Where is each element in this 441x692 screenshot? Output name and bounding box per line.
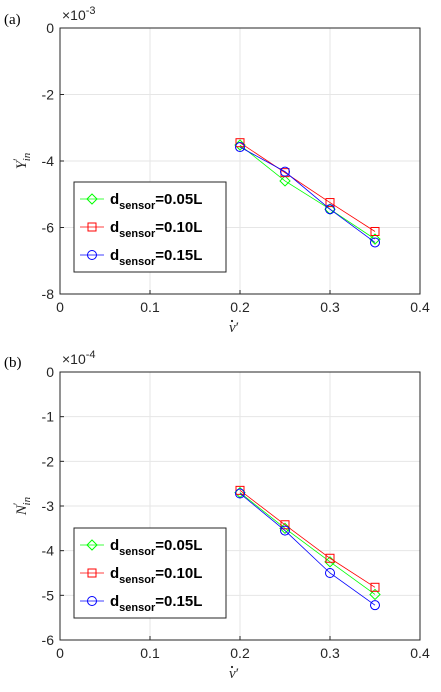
series-line xyxy=(239,490,376,588)
x-tick-label: 0.2 xyxy=(230,645,250,661)
y-tick-label: 0 xyxy=(46,20,54,36)
data-point xyxy=(279,175,291,187)
panel-label: (a) xyxy=(4,12,21,28)
chart-panel-b: 0 0.1 0.2 0.3 0.4 0 -1 -2 -3 -4 -5 -6 (b) ×10-4 v′ N′in… xyxy=(4,349,430,682)
y-tick-label: -4 xyxy=(42,153,55,169)
data-point xyxy=(325,553,335,563)
legend-label: dsensor=0.15L xyxy=(110,247,202,268)
x-tick-label: 0.2 xyxy=(230,299,250,315)
legend-marker xyxy=(87,222,97,232)
data-point xyxy=(325,198,335,208)
y-tick-label: -2 xyxy=(42,453,55,469)
y-axis-label: Y′in xyxy=(10,152,33,169)
legend-item: dsensor=0.05L xyxy=(80,191,202,212)
axis-exponent: ×10-3 xyxy=(62,5,96,23)
legend: dsensor=0.05L dsensor=0.10L dsensor=0.15L xyxy=(73,527,227,619)
legend-marker xyxy=(86,539,98,551)
x-tick-label: 0 xyxy=(56,645,64,661)
x-tick-label: 0.1 xyxy=(140,299,160,315)
data-point xyxy=(280,525,290,536)
series-line xyxy=(239,493,376,606)
x-tick-label: 0.4 xyxy=(410,645,430,661)
legend-item: dsensor=0.15L xyxy=(80,593,202,614)
y-tick-label: -1 xyxy=(42,409,55,425)
legend-label: dsensor=0.15L xyxy=(110,593,202,614)
x-axis-label-dot xyxy=(230,319,234,323)
y-tick-label: -4 xyxy=(42,543,55,559)
legend-marker xyxy=(87,568,97,578)
y-tick-label: -6 xyxy=(42,632,55,648)
axis-exponent: ×10-4 xyxy=(62,349,96,367)
x-tick-label: 0.3 xyxy=(320,645,340,661)
x-tick-label: 0.1 xyxy=(140,645,160,661)
series-2 xyxy=(235,142,380,248)
x-tick-label: 0.3 xyxy=(320,299,340,315)
series-line xyxy=(239,144,376,240)
data-point xyxy=(280,520,290,530)
series-line xyxy=(239,146,376,243)
x-axis-label: v′ xyxy=(229,666,239,682)
series-2 xyxy=(235,488,380,611)
chart-panel-a: 0 0.1 0.2 0.3 0.4 0 -2 -4 -6 -8 (a) ×10-3 v′ Y′in dsen… xyxy=(4,5,430,336)
legend-label: dsensor=0.10L xyxy=(110,565,202,586)
panel-label: (b) xyxy=(4,355,22,371)
x-axis-label-dot xyxy=(230,665,234,669)
series-line xyxy=(239,142,376,232)
y-tick-label: -5 xyxy=(42,587,55,603)
legend-label: dsensor=0.10L xyxy=(110,219,202,240)
y-tick-label: -2 xyxy=(42,87,55,103)
data-point xyxy=(235,138,245,148)
x-axis-label: v′ xyxy=(229,320,239,336)
y-tick-label: -6 xyxy=(42,220,55,236)
data-point xyxy=(369,588,381,601)
legend-item: dsensor=0.10L xyxy=(80,565,202,586)
legend-item: dsensor=0.15L xyxy=(80,247,202,268)
data-point xyxy=(325,204,335,215)
data-point xyxy=(370,237,380,248)
y-tick-label: -8 xyxy=(42,286,55,302)
data-point xyxy=(280,166,290,177)
y-axis-label: N′in xyxy=(10,496,33,516)
data-point xyxy=(370,226,380,236)
data-point xyxy=(369,233,381,245)
x-tick-label: 0.4 xyxy=(410,299,430,315)
legend: dsensor=0.05L dsensor=0.10L dsensor=0.15L xyxy=(73,181,227,273)
y-tick-label: 0 xyxy=(46,364,54,380)
data-point xyxy=(279,522,291,535)
legend-item: dsensor=0.05L xyxy=(80,537,202,558)
data-point xyxy=(235,142,245,153)
data-point xyxy=(370,600,380,611)
legend-item: dsensor=0.10L xyxy=(80,219,202,240)
legend-marker xyxy=(86,193,98,205)
legend-label: dsensor=0.05L xyxy=(110,191,202,212)
data-point xyxy=(370,582,380,592)
x-tick-label: 0 xyxy=(56,299,64,315)
data-point xyxy=(325,568,335,578)
legend-label: dsensor=0.05L xyxy=(110,537,202,558)
data-point xyxy=(235,485,245,495)
legend-marker xyxy=(87,250,97,260)
y-tick-label: -3 xyxy=(42,498,55,514)
series-line xyxy=(239,492,376,595)
data-point xyxy=(235,488,245,499)
legend-marker xyxy=(87,596,97,606)
series-1 xyxy=(235,485,380,592)
